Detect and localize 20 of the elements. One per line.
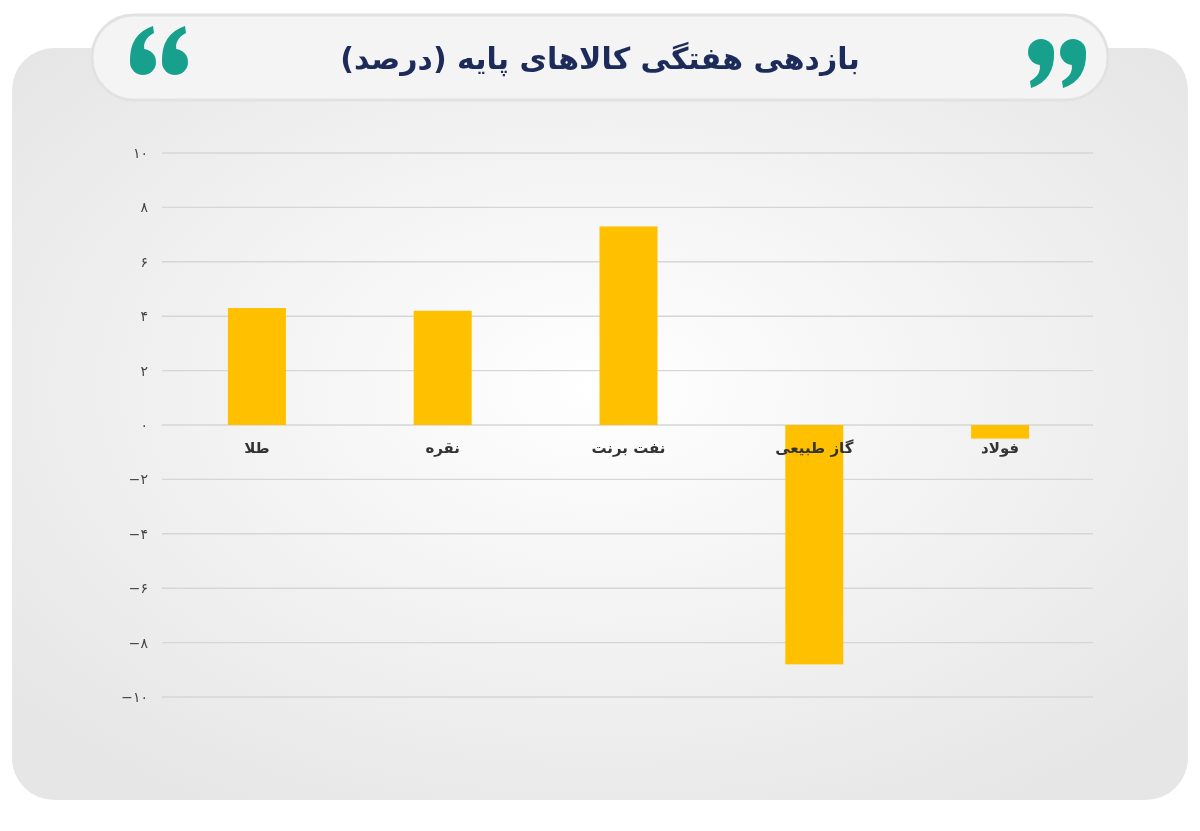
y-tick-label: ۰	[140, 417, 148, 433]
bar	[227, 308, 286, 425]
y-tick-label: ۶	[140, 253, 148, 270]
y-tick-label: −۱۰	[121, 689, 148, 705]
y-tick-label: ۴	[140, 308, 148, 325]
x-tick-label: طلا	[244, 439, 270, 457]
y-tick-label: −۶	[128, 580, 148, 597]
y-tick-label: ۱۰	[132, 145, 148, 161]
x-tick-label: نفت برنت	[591, 439, 666, 457]
x-tick-label: نقره	[425, 439, 461, 457]
y-tick-label: ۸	[140, 199, 149, 216]
bar	[599, 226, 658, 425]
y-tick-label: −۲	[128, 471, 148, 488]
y-tick-label: −۴	[128, 525, 148, 542]
y-tick-label: ۲	[140, 362, 148, 379]
bar	[413, 310, 472, 425]
bar	[971, 425, 1030, 439]
chart-title: بازدهی هفتگی کالاهای پایه (درصد)	[340, 41, 860, 77]
y-tick-label: −۸	[128, 634, 149, 651]
x-tick-label: فولاد	[981, 439, 1020, 457]
